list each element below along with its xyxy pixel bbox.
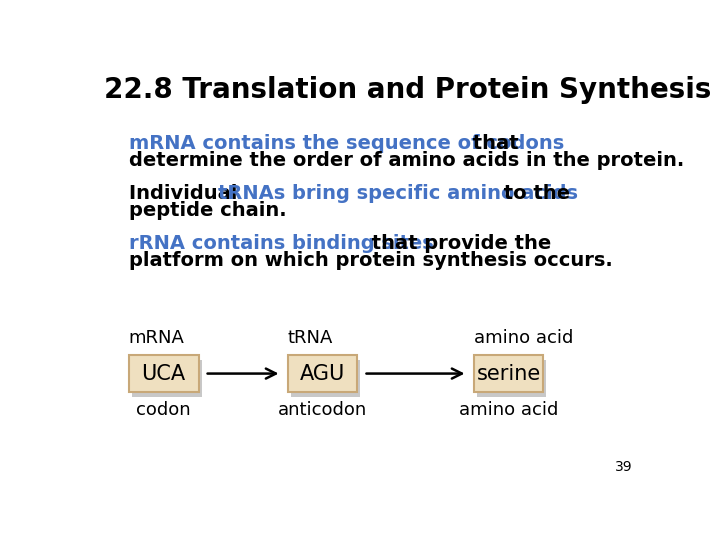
Text: rRNA contains binding sites: rRNA contains binding sites [129, 234, 433, 253]
Text: mRNA contains the sequence of codons: mRNA contains the sequence of codons [129, 134, 564, 153]
Text: codon: codon [136, 401, 191, 419]
Text: UCA: UCA [142, 363, 186, 383]
FancyBboxPatch shape [132, 360, 202, 397]
Text: determine the order of amino acids in the protein.: determine the order of amino acids in th… [129, 151, 684, 170]
Text: amino acid: amino acid [459, 401, 558, 419]
FancyBboxPatch shape [291, 360, 361, 397]
Text: serine: serine [477, 363, 541, 383]
Text: that: that [466, 134, 518, 153]
Text: AGU: AGU [300, 363, 345, 383]
Text: anticodon: anticodon [278, 401, 367, 419]
Text: tRNAs bring specific amino acids: tRNAs bring specific amino acids [218, 184, 578, 203]
FancyBboxPatch shape [129, 355, 199, 392]
FancyBboxPatch shape [477, 360, 546, 397]
Text: Individual: Individual [129, 184, 244, 203]
Text: that provide the: that provide the [365, 234, 552, 253]
Text: tRNA: tRNA [287, 329, 333, 347]
Text: platform on which protein synthesis occurs.: platform on which protein synthesis occu… [129, 251, 613, 270]
Text: peptide chain.: peptide chain. [129, 201, 287, 220]
FancyBboxPatch shape [287, 355, 357, 392]
FancyBboxPatch shape [474, 355, 544, 392]
Text: amino acid: amino acid [474, 329, 573, 347]
Text: mRNA: mRNA [129, 329, 184, 347]
Text: 39: 39 [615, 461, 632, 475]
Text: to the: to the [497, 184, 570, 203]
Text: 22.8 Translation and Protein Synthesis (1): 22.8 Translation and Protein Synthesis (… [104, 76, 720, 104]
